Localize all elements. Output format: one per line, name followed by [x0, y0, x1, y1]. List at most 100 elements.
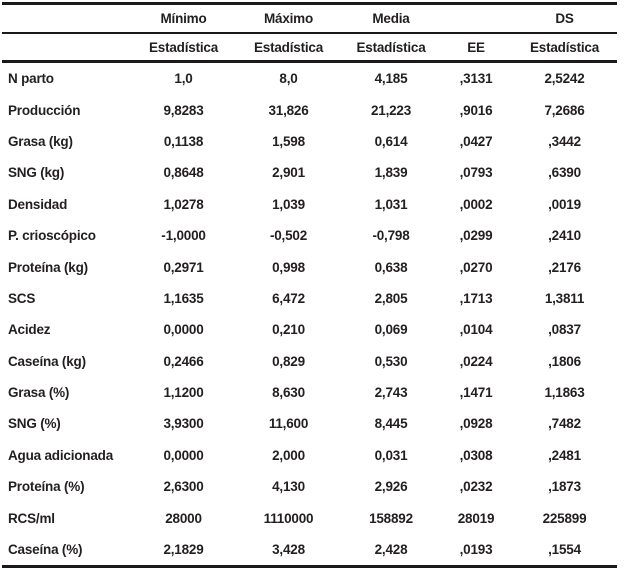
row-label: SCS: [8, 290, 36, 306]
row-label: SNG (kg): [8, 165, 65, 181]
cell-minimo: 0,1138: [163, 133, 204, 149]
cell-media: 1,031: [374, 196, 408, 212]
cell-ds: 7,2686: [544, 102, 585, 118]
cell-minimo: 2,1829: [163, 542, 204, 558]
cell-media: 0,614: [374, 133, 408, 149]
cell-media: -0,798: [372, 228, 410, 244]
cell-ds: ,0019: [548, 196, 581, 212]
cell-maximo: 2,000: [272, 447, 305, 463]
cell-maximo: 31,826: [268, 102, 309, 118]
table-row: Proteína (kg) 0,2971 0,998 0,638 ,0270 ,…: [2, 251, 617, 282]
cell-ds: ,0837: [548, 322, 581, 338]
cell-maximo: 1110000: [263, 510, 314, 526]
cell-minimo: 0,0000: [163, 447, 204, 463]
cell-ee: 28019: [457, 510, 495, 526]
cell-ds: ,2410: [548, 228, 581, 244]
cell-ds: ,6390: [548, 165, 581, 181]
cell-ee: ,0104: [459, 322, 493, 338]
cell-maximo: 0,210: [272, 322, 305, 338]
cell-media: 0,530: [374, 353, 408, 369]
table-row: SCS 1,1635 6,472 2,805 ,1713 1,3811: [2, 283, 617, 314]
table-row: Caseína (kg) 0,2466 0,829 0,530 ,0224 ,1…: [2, 346, 617, 377]
cell-ee: ,0270: [459, 259, 493, 275]
cell-ee: ,0002: [459, 196, 493, 212]
cell-ee: ,0427: [459, 133, 493, 149]
cell-ds: 1,1863: [544, 385, 585, 401]
row-label: Proteína (kg): [8, 259, 88, 275]
cell-maximo: -0,502: [269, 228, 308, 244]
group-header-ee-blank: [440, 3, 512, 34]
table-row: Caseína (%) 2,1829 3,428 2,428 ,0193 ,15…: [2, 534, 617, 567]
cell-maximo: 8,630: [272, 385, 305, 401]
cell-ds: ,2481: [548, 447, 581, 463]
cell-maximo: 8,0: [279, 71, 298, 87]
row-label: Caseína (kg): [8, 353, 86, 369]
table-row: SNG (kg) 0,8648 2,901 1,839 ,0793 ,6390: [2, 157, 617, 188]
group-header-minimo: Mínimo: [132, 3, 235, 34]
cell-maximo: 1,598: [272, 133, 305, 149]
table-row: Agua adicionada 0,0000 2,000 0,031 ,0308…: [2, 440, 617, 471]
cell-maximo: 11,600: [268, 416, 309, 432]
cell-ds: ,2176: [548, 259, 581, 275]
row-label: Acidez: [8, 322, 51, 338]
row-label: RCS/ml: [8, 510, 55, 526]
cell-minimo: 3,9300: [163, 416, 204, 432]
table-row: Proteína (%) 2,6300 4,130 2,926 ,0232 ,1…: [2, 471, 617, 502]
row-label: Proteína (%): [8, 479, 85, 495]
cell-minimo: 0,2466: [163, 353, 204, 369]
row-label: Densidad: [8, 196, 68, 212]
cell-maximo: 4,130: [272, 479, 305, 495]
cell-media: 4,185: [374, 71, 408, 87]
cell-ee: ,0224: [459, 353, 493, 369]
cell-ee: ,0232: [459, 479, 493, 495]
cell-ee: ,1471: [459, 385, 493, 401]
cell-minimo: 9,8283: [163, 102, 204, 118]
group-header-maximo: Máximo: [235, 3, 342, 34]
cell-ee: ,0193: [459, 542, 493, 558]
cell-minimo: 1,1200: [163, 385, 204, 401]
cell-ee: ,0308: [459, 447, 493, 463]
cell-ds: ,7482: [548, 416, 581, 432]
table-row: Acidez 0,0000 0,210 0,069 ,0104 ,0837: [2, 314, 617, 345]
table-row: SNG (%) 3,9300 11,600 8,445 ,0928 ,7482: [2, 408, 617, 439]
cell-media: 0,638: [374, 259, 408, 275]
cell-ee: ,1713: [459, 290, 493, 306]
cell-ds: ,3442: [548, 133, 581, 149]
row-label: Caseína (%): [8, 542, 83, 558]
cell-media: 1,839: [374, 165, 408, 181]
cell-ds: ,1873: [548, 479, 581, 495]
cell-ds: 225899: [542, 510, 587, 526]
row-label: Agua adicionada: [8, 447, 114, 463]
cell-ee: ,0299: [459, 228, 493, 244]
header-row-statistics: Estadística Estadística Estadística EE E…: [2, 33, 617, 63]
cell-ee: ,0793: [459, 165, 493, 181]
cell-ds: ,1554: [548, 542, 581, 558]
cell-ee: ,9016: [459, 102, 493, 118]
cell-ds: 1,3811: [544, 290, 585, 306]
cell-ee: ,0928: [459, 416, 493, 432]
cell-maximo: 2,901: [272, 165, 305, 181]
row-label: SNG (%): [8, 416, 61, 432]
cell-maximo: 3,428: [272, 542, 305, 558]
cell-maximo: 0,998: [272, 259, 305, 275]
cell-media: 0,031: [374, 447, 408, 463]
table-row: RCS/ml 28000 1110000 158892 28019 225899: [2, 502, 617, 533]
cell-ds: 2,5242: [544, 71, 585, 87]
row-label: N parto: [8, 71, 54, 87]
table-row: N parto 1,0 8,0 4,185 ,3131 2,5242: [2, 62, 617, 95]
cell-minimo: -1,0000: [161, 228, 206, 244]
stat-header-minimo: Estadística: [132, 33, 235, 63]
table-row: Grasa (%) 1,1200 8,630 2,743 ,1471 1,186…: [2, 377, 617, 408]
stat-header-maximo: Estadística: [235, 33, 342, 63]
table-row: Producción 9,8283 31,826 21,223 ,9016 7,…: [2, 94, 617, 125]
stat-header-ds: Estadística: [512, 33, 617, 63]
cell-minimo: 1,0: [174, 71, 193, 87]
cell-maximo: 0,829: [272, 353, 305, 369]
row-label: Producción: [8, 102, 81, 118]
table-row: Grasa (kg) 0,1138 1,598 0,614 ,0427 ,344…: [2, 126, 617, 157]
cell-minimo: 1,0278: [163, 196, 204, 212]
cell-minimo: 2,6300: [163, 479, 204, 495]
group-header-ds: DS: [512, 3, 617, 34]
table-row: Densidad 1,0278 1,039 1,031 ,0002 ,0019: [2, 189, 617, 220]
